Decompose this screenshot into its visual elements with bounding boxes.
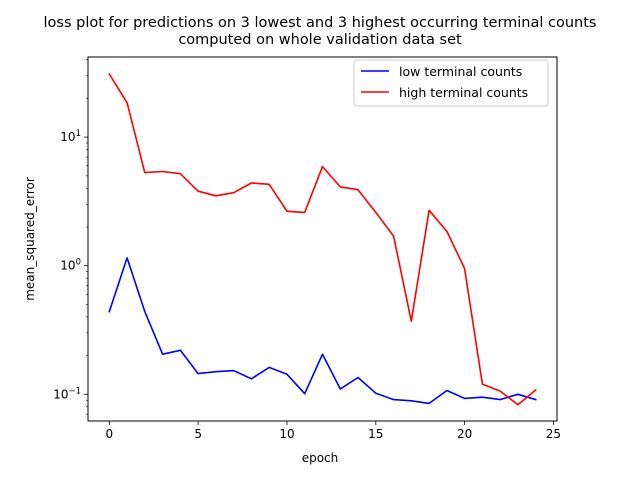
x-tick-label: 0 bbox=[105, 427, 113, 441]
legend-label-high: high terminal counts bbox=[399, 85, 528, 100]
plot-area bbox=[108, 72, 537, 406]
legend-label-low: low terminal counts bbox=[399, 64, 522, 79]
x-axis-ticks: 0 5 10 15 20 25 bbox=[105, 421, 561, 441]
chart-title-line1: loss plot for predictions on 3 lowest an… bbox=[44, 15, 597, 31]
y-tick-label: 10−1 bbox=[53, 386, 81, 401]
x-tick-label: 25 bbox=[546, 427, 561, 441]
x-tick-label: 10 bbox=[279, 427, 294, 441]
series-line-low-terminal-counts bbox=[108, 257, 537, 405]
axes-frame bbox=[87, 56, 558, 422]
y-tick-label: 101 bbox=[60, 129, 81, 144]
chart-title-line2: computed on whole validation data set bbox=[178, 32, 462, 48]
x-tick-label: 5 bbox=[194, 427, 202, 441]
y-axis-ticks: 10−1 100 101 bbox=[53, 59, 88, 415]
x-axis-label: epoch bbox=[302, 451, 339, 465]
series-line-high-terminal-counts bbox=[108, 72, 537, 406]
x-tick-label: 15 bbox=[368, 427, 383, 441]
y-axis-label: mean_squared_error bbox=[23, 177, 37, 301]
x-tick-label: 20 bbox=[457, 427, 472, 441]
legend-box bbox=[353, 59, 549, 107]
y-tick-label: 100 bbox=[60, 258, 81, 273]
legend: low terminal counts high terminal counts bbox=[353, 59, 549, 107]
